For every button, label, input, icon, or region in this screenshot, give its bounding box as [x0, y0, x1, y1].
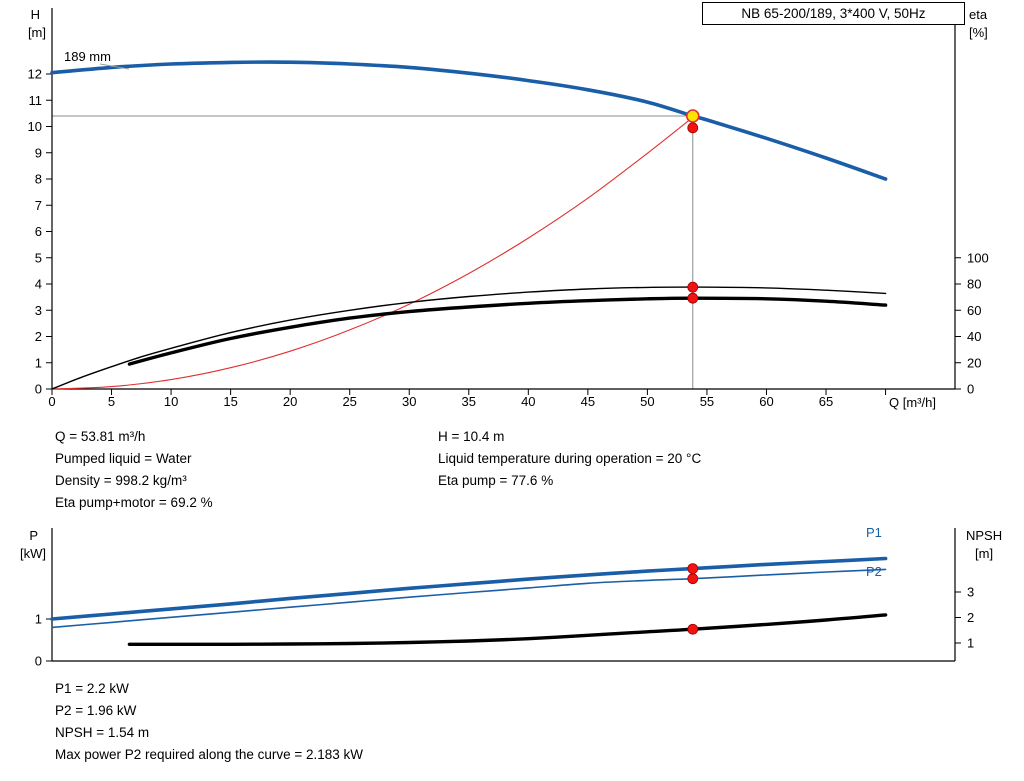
- npsh-tick-label: 2: [967, 610, 974, 625]
- eta-tick-label: 80: [967, 277, 981, 292]
- result-line-eta-pump: Eta pump = 77.6 %: [438, 473, 554, 488]
- q-tick-label: 55: [700, 394, 714, 409]
- power-axis-title: P: [29, 528, 38, 543]
- p2-curve-label: P2: [866, 564, 882, 579]
- power-results: P1 = 2.2 kW P2 = 1.96 kW NPSH = 1.54 m M…: [55, 678, 363, 766]
- duty-results-left: Q = 53.81 m³/h Pumped liquid = Water Den…: [55, 426, 213, 514]
- result-line-liquid: Pumped liquid = Water: [55, 451, 192, 466]
- result-line-q: Q = 53.81 m³/h: [55, 429, 146, 444]
- p1-curve-label: P1: [866, 525, 882, 540]
- q-tick-label: 25: [342, 394, 356, 409]
- npsh-axis-title: NPSH: [966, 528, 1002, 543]
- h-tick-label: 4: [35, 277, 42, 292]
- q-tick-label: 0: [48, 394, 55, 409]
- result-line-temp: Liquid temperature during operation = 20…: [438, 451, 702, 466]
- pump-model-title-box: NB 65-200/189, 3*400 V, 50Hz: [702, 2, 965, 25]
- result-line-p1: P1 = 2.2 kW: [55, 681, 129, 696]
- duty-point[interactable]: [685, 109, 700, 123]
- power-chart-curves: [50, 556, 888, 646]
- eta-axis-unit: [%]: [969, 25, 988, 40]
- p2-point: [687, 573, 699, 585]
- duty-markers-layer: [685, 109, 700, 635]
- pump-model-text: NB 65-200/189, 3*400 V, 50Hz: [741, 6, 926, 21]
- head-axis-title: H: [31, 7, 40, 22]
- system-curve: [51, 116, 694, 390]
- eta-pump-curve: [51, 286, 887, 390]
- q-tick-label: 15: [223, 394, 237, 409]
- result-line-density: Density = 998.2 kg/m³: [55, 473, 187, 488]
- npsh-curve: [127, 613, 888, 646]
- eta-pump-motor-curve: [127, 296, 888, 366]
- p1-point: [687, 563, 699, 574]
- eta-tick-label: 100: [967, 250, 989, 265]
- result-line-p2: P2 = 1.96 kW: [55, 703, 137, 718]
- eta-pump-point: [687, 281, 699, 293]
- p1-curve: [50, 556, 888, 621]
- p-tick-label: 0: [35, 654, 42, 669]
- q-tick-label: 65: [819, 394, 833, 409]
- head-chart-curves: [50, 60, 888, 390]
- eta-tick-label: 60: [967, 303, 981, 318]
- npsh-tick-label: 3: [967, 584, 974, 599]
- eta-tick-label: 40: [967, 329, 981, 344]
- npsh-point: [687, 623, 699, 635]
- q-tick-label: 5: [108, 394, 115, 409]
- duty-results-right: H = 10.4 m Liquid temperature during ope…: [438, 426, 701, 492]
- result-line-eta-pm: Eta pump+motor = 69.2 %: [55, 495, 213, 510]
- h-tick-label: 7: [35, 198, 42, 213]
- result-line-h: H = 10.4 m: [438, 429, 505, 444]
- h-tick-label: 6: [35, 224, 42, 239]
- h-tick-label: 3: [35, 303, 42, 318]
- impeller-callout-line: [99, 63, 130, 70]
- eta-axis-title: eta: [969, 7, 988, 22]
- q-tick-label: 10: [164, 394, 178, 409]
- h-tick-label: 9: [35, 145, 42, 160]
- head-axis-unit: [m]: [28, 25, 46, 40]
- h-tick-label: 8: [35, 172, 42, 187]
- q-tick-label: 60: [759, 394, 773, 409]
- result-line-npsh: NPSH = 1.54 m: [55, 725, 150, 740]
- h-tick-label: 10: [28, 119, 42, 134]
- system-curve-end-point: [687, 122, 699, 134]
- p2-curve: [51, 568, 887, 629]
- h-tick-label: 1: [35, 355, 42, 370]
- npsh-tick-label: 1: [967, 635, 974, 650]
- h-tick-label: 12: [28, 67, 42, 82]
- corner-axis-titles: H [m] eta [%] Q [m³/h] P [kW] NPSH [m] P…: [20, 7, 1002, 579]
- q-tick-label: 20: [283, 394, 297, 409]
- h-tick-label: 0: [35, 382, 42, 397]
- h-tick-label: 5: [35, 250, 42, 265]
- duty-crosshair-layer: [52, 115, 694, 389]
- q-tick-label: 35: [462, 394, 476, 409]
- q-tick-label: 45: [581, 394, 595, 409]
- flow-axis-title: Q [m³/h]: [889, 395, 936, 410]
- h-tick-label: 11: [29, 93, 43, 108]
- head-curve: [50, 60, 888, 181]
- npsh-axis-unit: [m]: [975, 546, 993, 561]
- q-tick-label: 40: [521, 394, 535, 409]
- power-axis-unit: [kW]: [20, 546, 46, 561]
- impeller-diameter-label: 189 mm: [64, 49, 111, 64]
- eta-pump-motor-point: [687, 292, 699, 304]
- eta-tick-label: 0: [967, 382, 974, 397]
- p-tick-label: 1: [35, 612, 42, 627]
- eta-tick-label: 20: [967, 355, 981, 370]
- result-line-maxp2: Max power P2 required along the curve = …: [55, 747, 364, 762]
- q-tick-label: 30: [402, 394, 416, 409]
- q-tick-label: 50: [640, 394, 654, 409]
- h-tick-label: 2: [35, 329, 42, 344]
